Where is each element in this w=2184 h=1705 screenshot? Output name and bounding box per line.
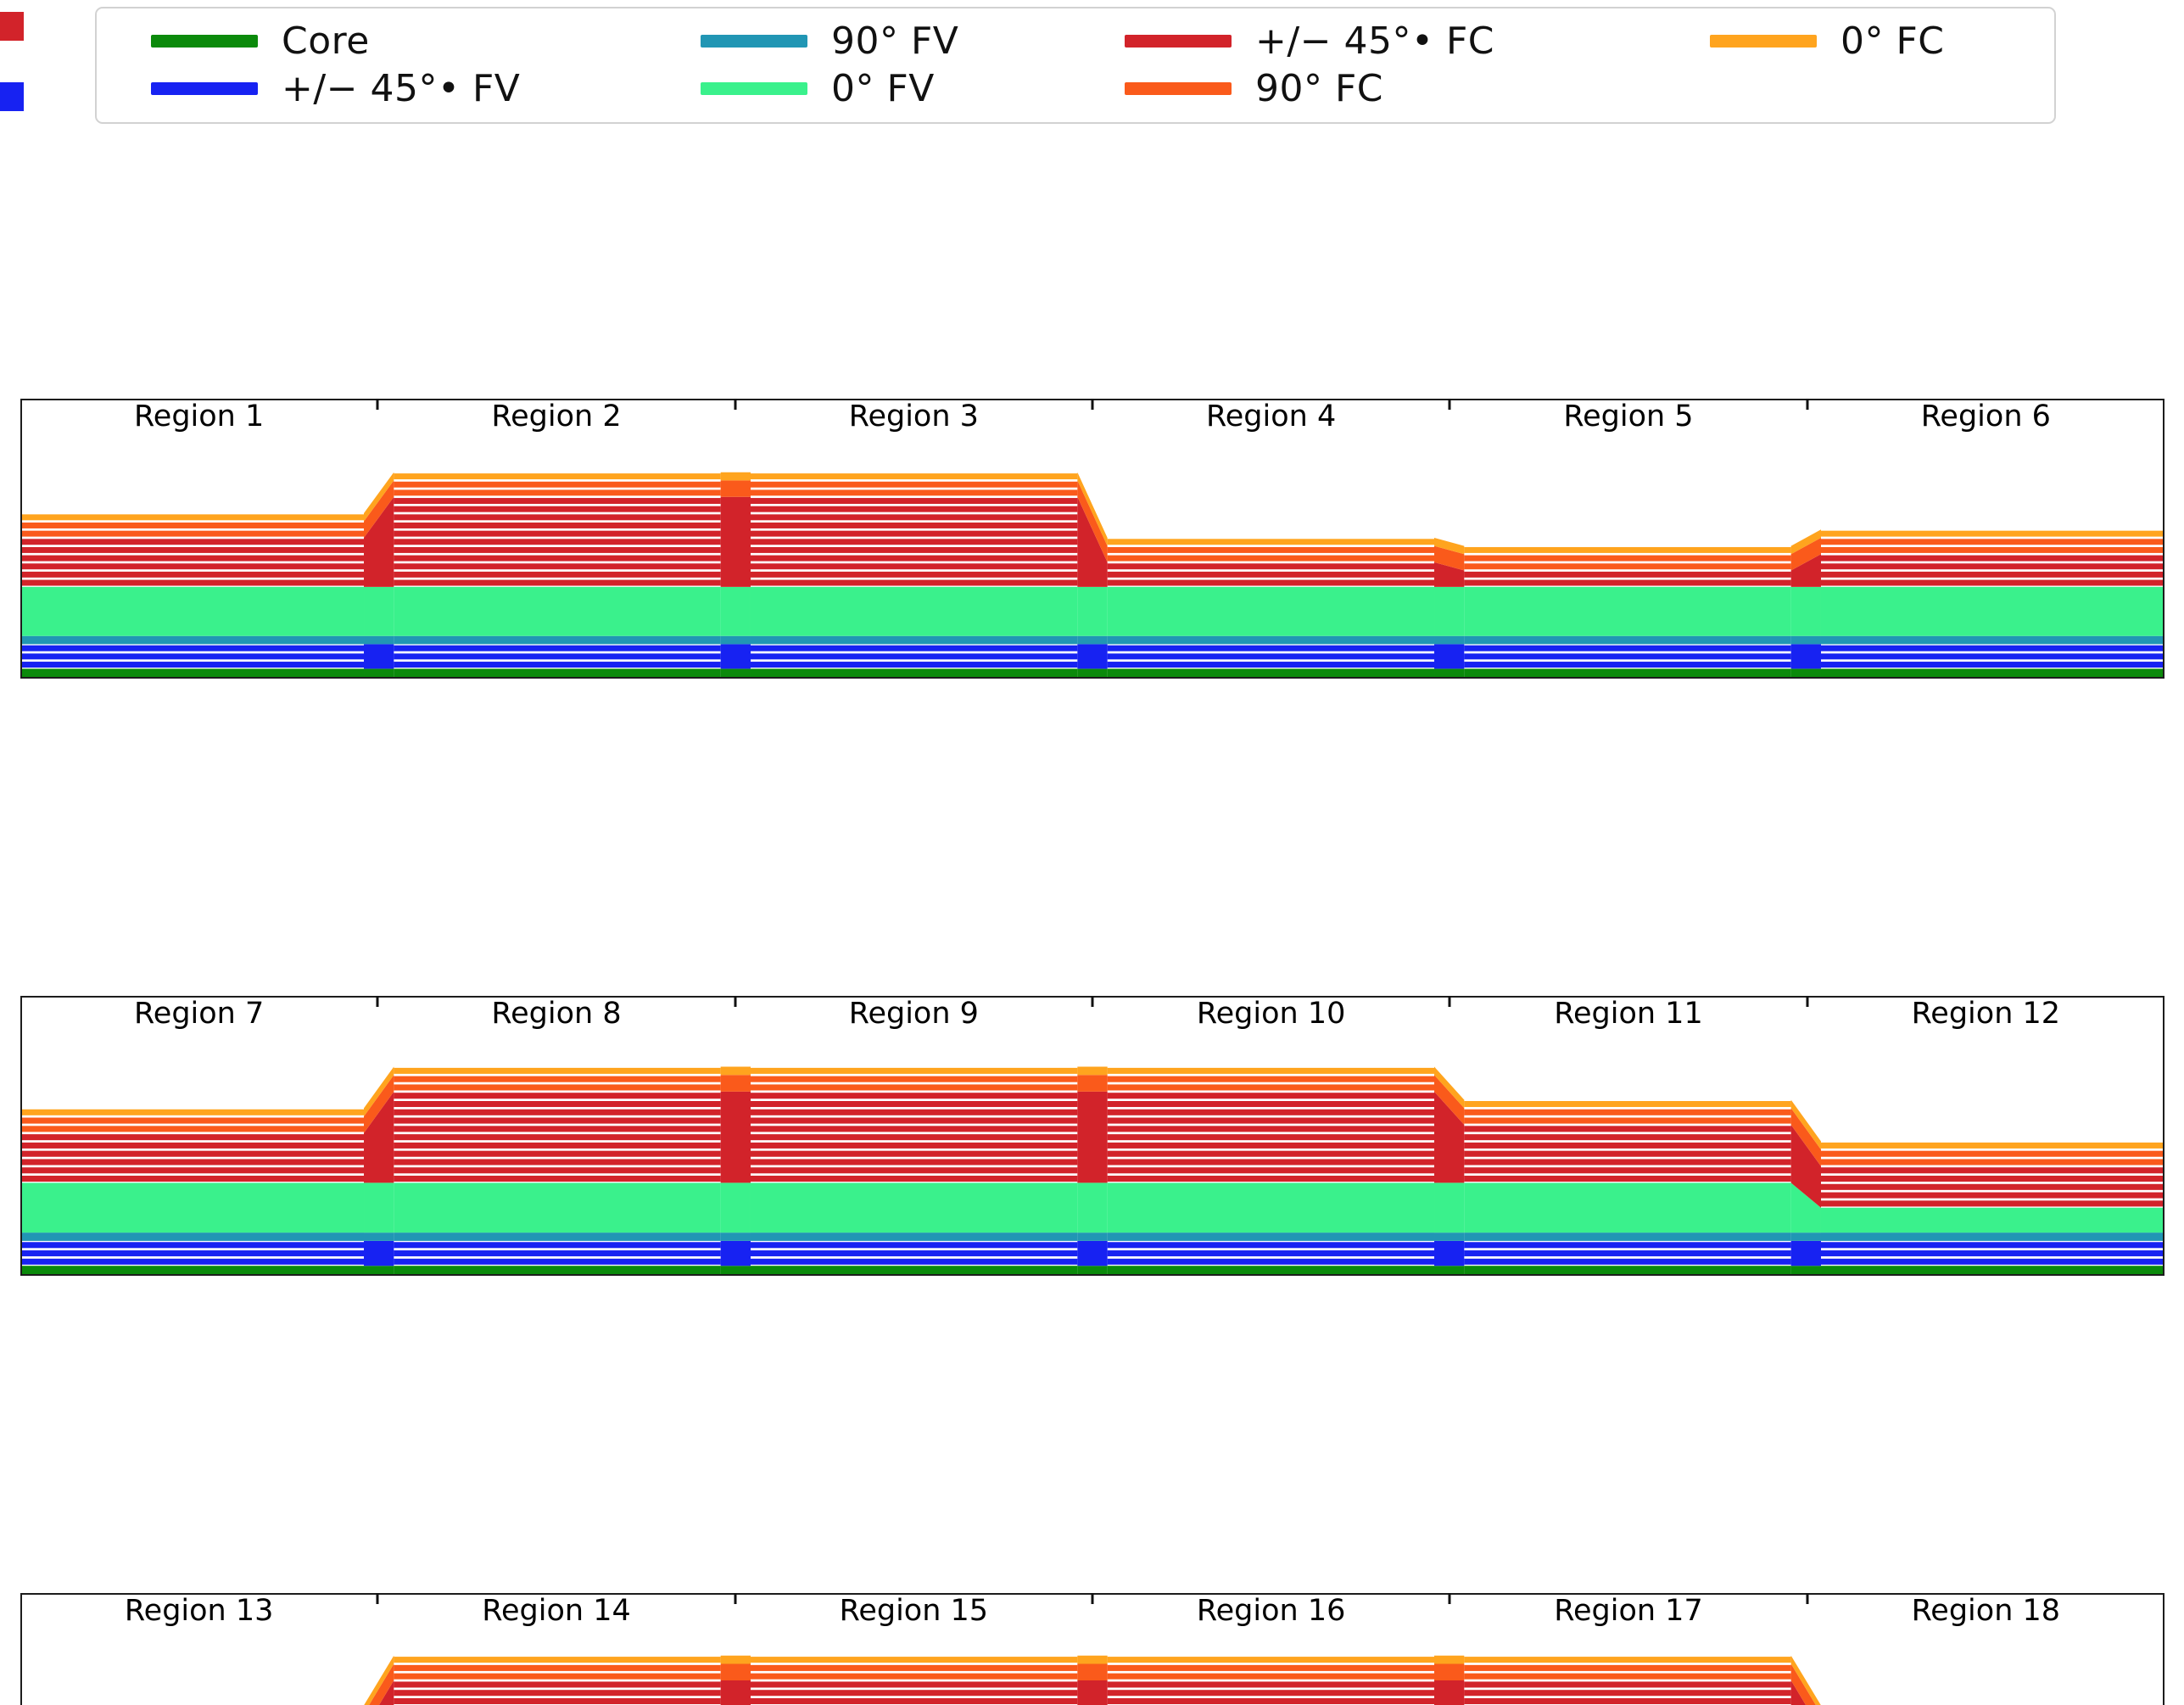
region-label: Region 7: [134, 997, 265, 1031]
legend-item-fv45: +/− 45°• FV: [151, 67, 701, 110]
legend-label: 0° FV: [831, 66, 935, 110]
legend-label: Core: [282, 19, 370, 63]
legend-item-fc0: 0° FC: [1710, 20, 2054, 63]
legend-label: +/− 45°• FC: [1255, 19, 1495, 63]
region-label: Region 8: [491, 997, 622, 1031]
region-label: Region 2: [491, 400, 622, 433]
region-labels-1: Region 1 Region 2 Region 3 Region 4 Region 5…: [20, 399, 2164, 436]
legend-item-fc90: 90° FC: [1125, 67, 1710, 110]
axis-tick: [1448, 996, 1451, 1007]
fc90-swatch-icon: [1125, 81, 1232, 95]
region-labels-2: Region 7 Region 8 Region 9 Region 10 Region …: [20, 996, 2164, 1033]
region-labels-3: Region 13 Region 14 Region 15 Region 16 Regi…: [20, 1593, 2164, 1630]
region-label: Region 1: [134, 400, 265, 433]
core-swatch-icon: [151, 34, 258, 48]
ply-plot-2: [20, 996, 2164, 1276]
fv0-swatch-icon: [701, 81, 807, 95]
fc0-swatch-icon: [1710, 34, 1817, 48]
legend-item-fc45: +/− 45°• FC: [1125, 20, 1710, 63]
axis-tick: [1091, 399, 1094, 410]
legend-item-fv0: 0° FV: [701, 67, 1125, 110]
region-label: Region 15: [839, 1594, 989, 1628]
region-label: Region 13: [124, 1594, 274, 1628]
panel-row-1: Region 1 Region 2 Region 3 Region 4 Region 5…: [20, 399, 2164, 716]
clipped-blue-swatch-icon: [0, 82, 24, 111]
region-label: Region 17: [1554, 1594, 1703, 1628]
legend: Core 90° FV +/− 45°• FC 0° FC +/− 45°• FV 0° …: [95, 7, 2056, 124]
fv90-swatch-icon: [701, 34, 807, 48]
region-label: Region 3: [848, 400, 979, 433]
legend-row: +/− 45°• FV 0° FV 90° FC: [151, 64, 2054, 112]
clipped-red-swatch-icon: [0, 12, 24, 41]
legend-label: +/− 45°• FV: [282, 66, 521, 110]
panel-row-3: Region 13 Region 14 Region 15 Region 16 Regi…: [20, 1593, 2164, 1705]
axis-tick: [1806, 399, 1809, 410]
axis-tick: [734, 399, 737, 410]
axis-tick: [1448, 399, 1451, 410]
panels: Region 1 Region 2 Region 3 Region 4 Region 5…: [20, 119, 2164, 1705]
region-label: Region 6: [1920, 400, 2051, 433]
ply-stack-svg-2: [22, 1066, 2163, 1274]
fc45-swatch-icon: [1125, 34, 1232, 48]
region-label: Region 14: [482, 1594, 631, 1628]
legend-label: 90° FV: [831, 19, 959, 63]
region-label: Region 9: [848, 997, 979, 1031]
axis-tick: [1091, 1593, 1094, 1604]
ply-plot-1: [20, 399, 2164, 679]
region-label: Region 11: [1554, 997, 1703, 1031]
region-label: Region 4: [1206, 400, 1337, 433]
axis-tick: [376, 399, 379, 410]
axis-tick: [376, 996, 379, 1007]
fv45-swatch-icon: [151, 81, 258, 95]
axis-tick: [1806, 1593, 1809, 1604]
region-label: Region 18: [1911, 1594, 2061, 1628]
region-label: Region 10: [1196, 997, 1346, 1031]
legend-label: 0° FC: [1840, 19, 1945, 63]
legend-item-core: Core: [151, 20, 701, 63]
ply-plot-3: [20, 1593, 2164, 1705]
axis-tick: [1806, 996, 1809, 1007]
axis-tick: [734, 1593, 737, 1604]
axis-tick: [734, 996, 737, 1007]
ply-stack-svg-3: [364, 1655, 1821, 1705]
axis-tick: [1091, 996, 1094, 1007]
panel-row-2: Region 7 Region 8 Region 9 Region 10 Region …: [20, 996, 2164, 1313]
region-label: Region 5: [1563, 400, 1694, 433]
ply-stack-svg-1: [22, 472, 2163, 677]
axis-tick: [376, 1593, 379, 1604]
region-label: Region 16: [1196, 1594, 1346, 1628]
region-label: Region 12: [1911, 997, 2061, 1031]
legend-row: Core 90° FV +/− 45°• FC 0° FC: [151, 17, 2054, 64]
legend-item-fv90: 90° FV: [701, 20, 1125, 63]
axis-tick: [1448, 1593, 1451, 1604]
legend-label: 90° FC: [1255, 66, 1384, 110]
